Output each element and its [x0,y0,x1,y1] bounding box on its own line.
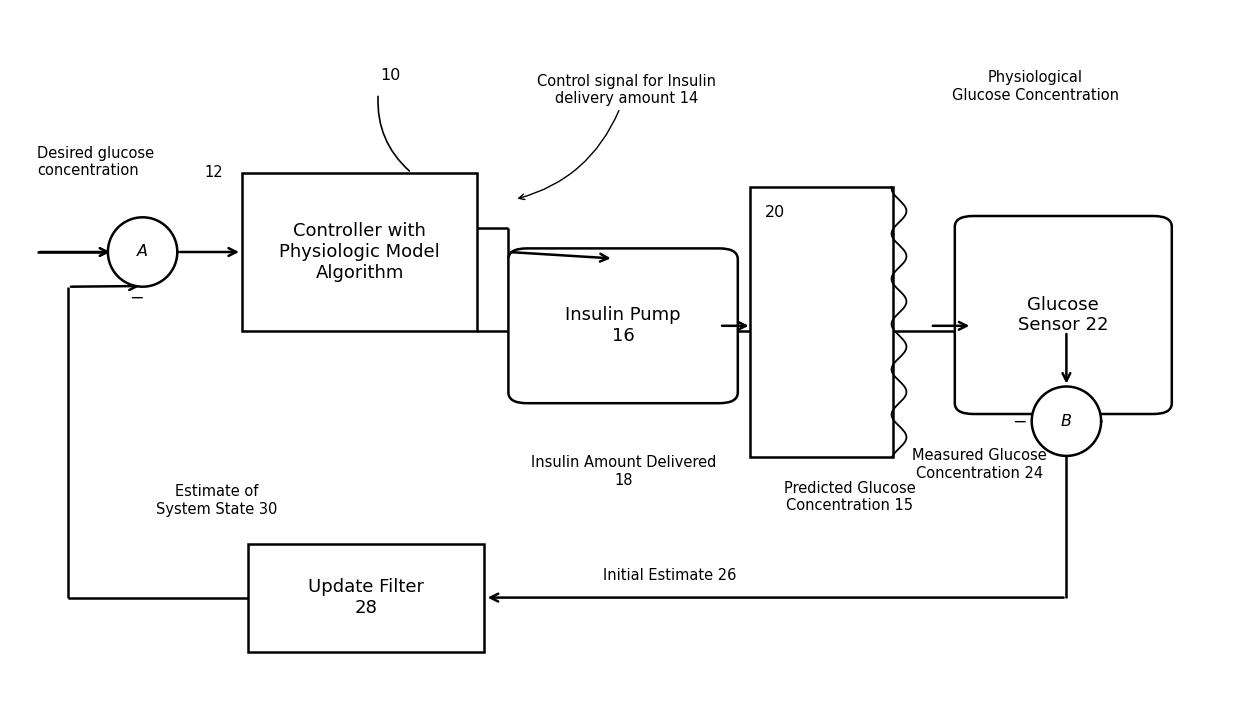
FancyBboxPatch shape [508,248,738,403]
Text: A: A [138,245,148,259]
Text: Physiological
Glucose Concentration: Physiological Glucose Concentration [952,70,1118,102]
Text: Desired glucose
concentration: Desired glucose concentration [37,145,154,179]
Text: B: B [1061,414,1071,428]
Text: Estimate of
System State 30: Estimate of System State 30 [156,484,278,517]
Text: Controller with
Physiologic Model
Algorithm: Controller with Physiologic Model Algori… [279,222,440,282]
Text: 10: 10 [381,68,401,83]
Polygon shape [1032,387,1101,456]
Text: 20: 20 [765,205,785,220]
Text: Predicted Glucose
Concentration 15: Predicted Glucose Concentration 15 [784,481,915,513]
FancyBboxPatch shape [955,216,1172,414]
Polygon shape [108,217,177,287]
Text: Initial Estimate 26: Initial Estimate 26 [603,569,737,583]
Text: Glucose
Sensor 22: Glucose Sensor 22 [1018,296,1109,334]
Text: Insulin Pump
16: Insulin Pump 16 [565,307,681,345]
Text: −: − [129,289,144,307]
Text: Control signal for Insulin
delivery amount 14: Control signal for Insulin delivery amou… [537,73,715,107]
FancyBboxPatch shape [242,173,477,331]
Text: Measured Glucose
Concentration 24: Measured Glucose Concentration 24 [913,448,1047,481]
Text: Insulin Amount Delivered
18: Insulin Amount Delivered 18 [531,456,717,488]
FancyBboxPatch shape [750,187,893,457]
Text: 12: 12 [205,166,223,180]
FancyBboxPatch shape [248,544,484,652]
Text: Update Filter
28: Update Filter 28 [308,578,424,617]
Text: −: − [1012,412,1027,430]
